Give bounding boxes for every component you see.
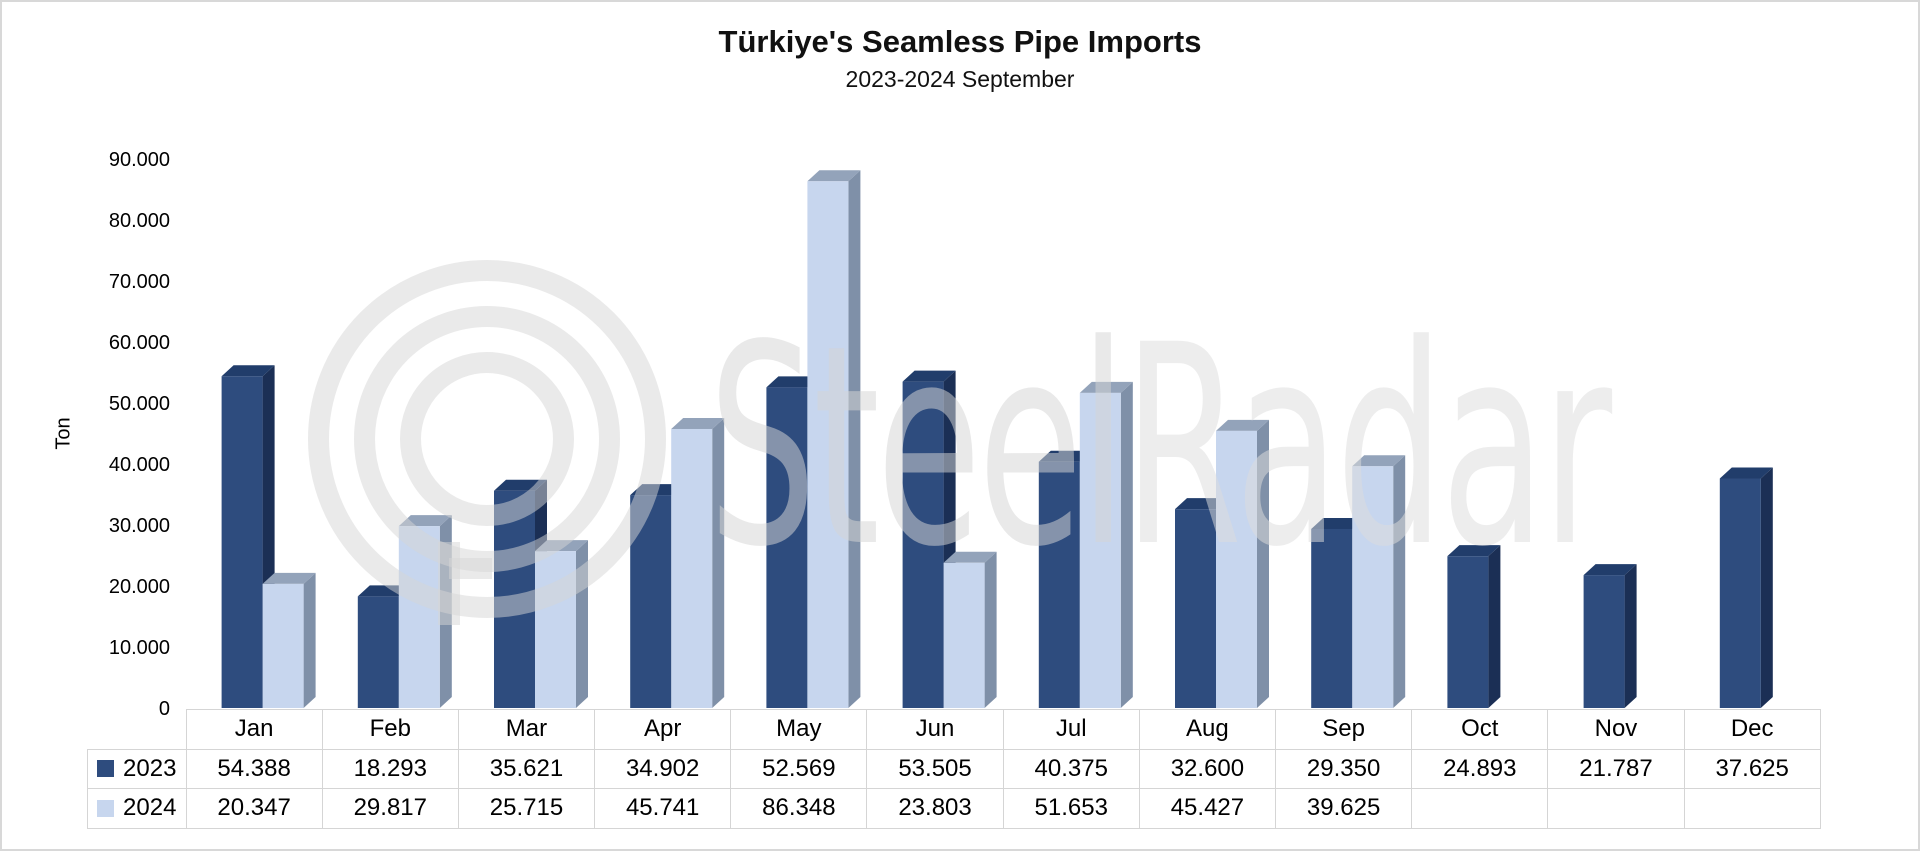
cell-2023-may: 52.569	[730, 748, 868, 789]
month-header-mar: Mar	[457, 709, 596, 750]
legend-swatch-2023	[97, 760, 115, 778]
cell-2024-jul: 51.653	[1002, 788, 1140, 829]
cell-2023-dec: 37.625	[1683, 748, 1821, 789]
cell-2023-oct: 24.893	[1411, 748, 1549, 789]
bar-plot-area	[221, 170, 1773, 708]
cell-2024-may: 86.348	[730, 788, 868, 829]
month-header-dec: Dec	[1683, 709, 1821, 750]
cell-2024-feb: 29.817	[321, 788, 459, 829]
legend-cell-2024: 2024	[87, 788, 187, 829]
y-tick-label: 70.000	[108, 271, 170, 293]
cell-2024-jun: 23.803	[866, 788, 1004, 829]
data-table: Jan Feb Mar Apr May Jun Jul Aug Sep Oct Nov Dec 202…	[87, 709, 1821, 829]
month-header-sep: Sep	[1274, 709, 1413, 750]
chart-subtitle: 2023-2024 September	[845, 66, 1075, 92]
cell-2023-feb: 18.293	[321, 748, 459, 789]
cell-2023-aug: 32.600	[1138, 748, 1277, 789]
month-header-jun: Jun	[866, 709, 1004, 750]
bar-2024-may	[807, 170, 861, 708]
y-tick-label: 50.000	[108, 393, 170, 415]
cell-2024-nov	[1547, 788, 1685, 829]
bar-2024-mar	[535, 540, 588, 708]
month-header-apr: Apr	[594, 709, 732, 750]
month-header-jul: Jul	[1002, 709, 1140, 750]
cell-2023-mar: 35.621	[457, 748, 596, 789]
y-tick-label: 20.000	[108, 576, 170, 598]
cell-2024-dec	[1683, 788, 1821, 829]
table-corner-cell	[88, 710, 187, 750]
y-tick-label: 40.000	[108, 454, 170, 476]
y-tick-label: 90.000	[108, 149, 170, 171]
bar-2024-jul	[1079, 381, 1133, 708]
bar-2024-apr	[671, 417, 725, 708]
table-row-2023: 2023 54.388 18.293 35.621 34.902 52.569 53.505…	[87, 748, 1821, 789]
month-header-jan: Jan	[185, 709, 323, 750]
cell-2023-jun: 53.505	[866, 748, 1004, 789]
cell-2023-jul: 40.375	[1002, 748, 1140, 789]
bar-2024-sep	[1352, 455, 1406, 708]
bar-2024-jan	[262, 572, 316, 708]
cell-2023-nov: 21.787	[1547, 748, 1685, 789]
cell-2023-sep: 29.350	[1274, 748, 1413, 789]
legend-cell-2023: 2023	[87, 748, 187, 789]
cell-2024-apr: 45.741	[594, 788, 732, 829]
cell-2024-sep: 39.625	[1274, 788, 1413, 829]
bar-2023-dec	[1719, 467, 1773, 708]
cell-2024-mar: 25.715	[457, 788, 596, 829]
bar-2024-jun	[943, 551, 997, 708]
month-header-nov: Nov	[1547, 709, 1685, 750]
cell-2023-apr: 34.902	[594, 748, 732, 789]
month-header-aug: Aug	[1138, 709, 1277, 750]
bar-2024-aug	[1216, 419, 1269, 708]
bar-2023-nov	[1583, 564, 1637, 708]
y-tick-label: 80.000	[108, 210, 170, 232]
chart-title: Türkiye's Seamless Pipe Imports	[718, 24, 1202, 59]
cell-2024-jan: 20.347	[185, 788, 323, 829]
bar-2024-feb	[398, 515, 452, 708]
month-header-may: May	[730, 709, 868, 750]
table-row-2024: 2024 20.347 29.817 25.715 45.741 86.348 23.803…	[87, 788, 1821, 829]
legend-label-2024: 2024	[123, 794, 177, 822]
legend-label-2023: 2023	[123, 754, 177, 782]
table-header-row: Jan Feb Mar Apr May Jun Jul Aug Sep Oct Nov Dec	[88, 709, 1821, 750]
y-tick-label: 10.000	[108, 637, 170, 659]
cell-2024-oct	[1411, 788, 1549, 829]
cell-2024-aug: 45.427	[1138, 788, 1277, 829]
bar-2023-jun	[902, 370, 956, 708]
y-tick-label: 60.000	[108, 332, 170, 354]
y-tick-label: 30.000	[108, 515, 170, 537]
cell-2023-jan: 54.388	[185, 748, 323, 789]
legend-swatch-2024	[97, 799, 115, 817]
y-tick-label: 0	[158, 698, 170, 720]
month-header-oct: Oct	[1411, 709, 1549, 750]
month-header-feb: Feb	[321, 709, 459, 750]
bar-2023-oct	[1447, 545, 1501, 708]
